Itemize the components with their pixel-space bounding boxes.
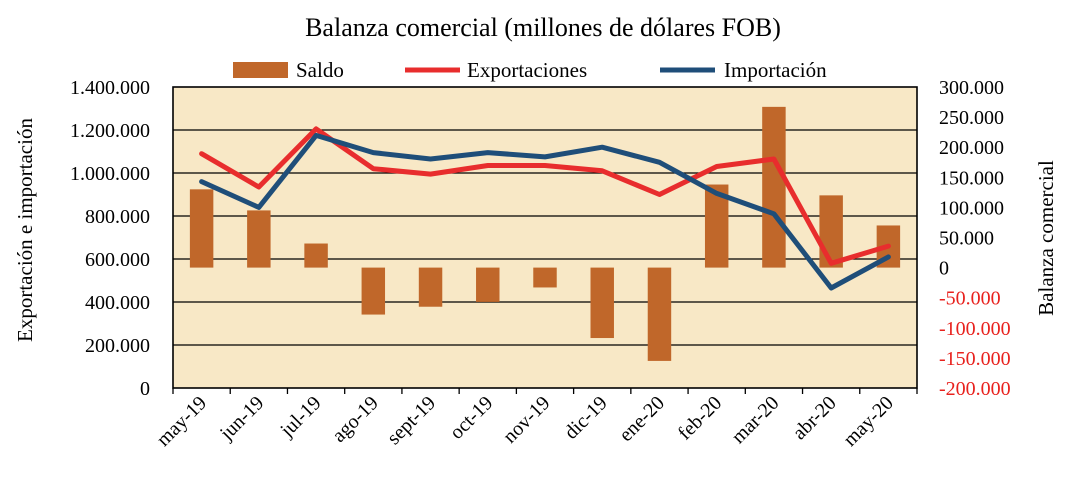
bar-saldo [189,189,214,268]
right-tick-label: -50.000 [939,288,1001,310]
right-tick-label: 300.000 [939,77,1004,99]
plot-area [173,87,917,388]
left-tick-label: 400.000 [85,292,150,314]
left-tick-label: 0 [140,378,150,400]
right-tick-label: -200.000 [939,378,1011,400]
chart-title: Balanza comercial (millones de dólares F… [305,13,781,42]
bar-saldo [762,106,786,268]
bar-saldo [361,267,386,315]
right-tick-label: 200.000 [939,137,1004,159]
line-importación [199,132,891,291]
legend-label-saldo: Saldo [296,58,344,82]
right-tick-label: -100.000 [939,318,1011,340]
x-tick-label: abr-20 [789,392,841,444]
left-axis-title: Exportación e importación [13,118,37,342]
left-tick-label: 200.000 [85,335,150,357]
bar-saldo [476,267,500,302]
x-tick-label: jun-19 [215,392,268,445]
right-tick-label: 50.000 [939,228,994,250]
x-tick-label: ene-20 [615,392,669,446]
x-tick-label: jul-19 [276,392,326,442]
right-tick-label: 250.000 [939,107,1004,129]
bar-saldo [647,267,672,361]
legend-swatch-saldo [233,62,288,78]
bar-saldo [247,210,271,268]
bar-saldo [819,195,843,268]
x-tick-label: oct-19 [446,392,498,444]
bar-saldo [704,184,729,268]
x-tick-label: may-19 [152,392,211,451]
legend-label-importación: Importación [724,58,827,82]
left-tick-label: 800.000 [85,206,150,228]
right-tick-label: -150.000 [939,348,1011,370]
x-tick-label: may-20 [839,392,898,451]
right-tick-label: 150.000 [939,167,1004,189]
plot-border [172,86,918,389]
x-tick-label: dic-19 [560,392,612,444]
x-tick-label: ago-19 [328,392,383,447]
bar-saldo [418,267,443,307]
bar-saldo [533,267,557,288]
left-tick-label: 600.000 [85,249,150,271]
x-tick-label: mar-20 [727,392,783,448]
left-tick-label: 1.200.000 [70,120,150,142]
left-tick-label: 1.000.000 [70,163,150,185]
x-tick-label: nov-19 [499,392,555,448]
right-tick-label: 0 [939,258,949,280]
x-tick-label: feb-20 [674,392,726,444]
right-axis-title: Balanza comercial [1034,160,1058,316]
bar-saldo [304,243,328,268]
line-exportaciones [199,126,891,266]
bar-saldo [590,267,614,339]
legend-label-exportaciones: Exportaciones [467,58,587,82]
right-tick-label: 100.000 [939,197,1004,219]
left-tick-label: 1.400.000 [70,77,150,99]
x-tick-label: sept-19 [383,392,440,449]
